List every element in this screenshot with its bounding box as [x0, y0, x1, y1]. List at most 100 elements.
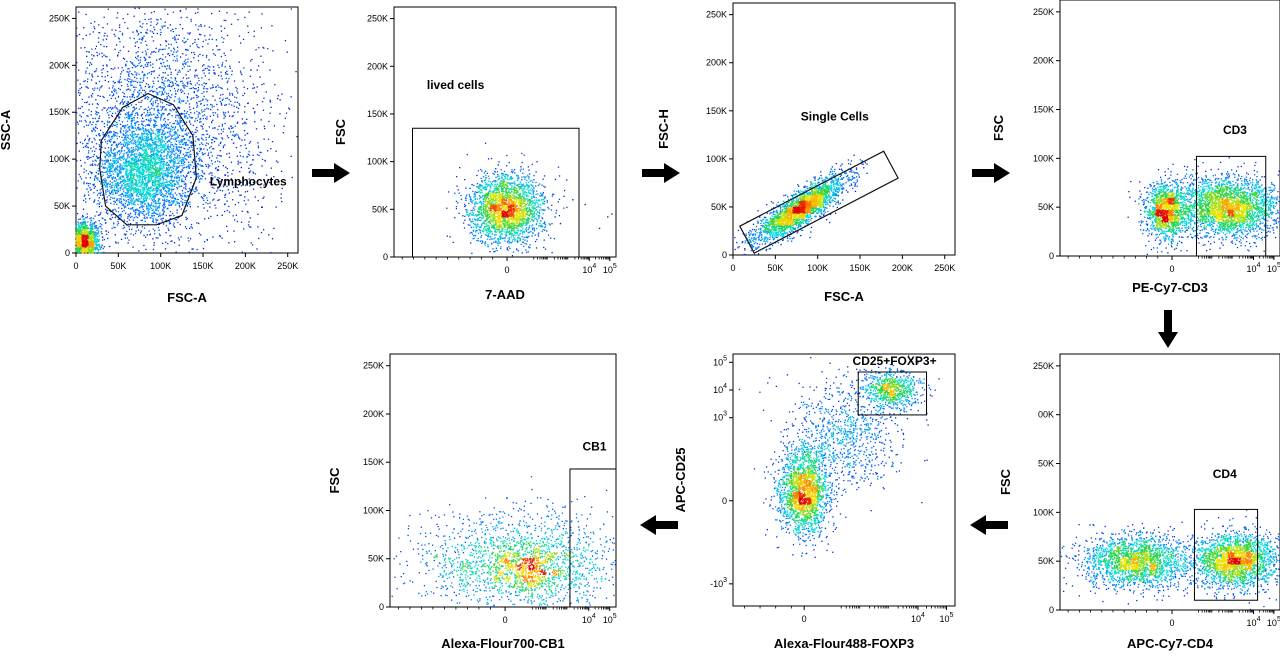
event-dot	[243, 228, 244, 229]
event-dot	[212, 39, 213, 40]
event-dot	[78, 180, 79, 181]
event-dot	[171, 81, 172, 82]
event-dot	[180, 141, 181, 142]
event-dot	[229, 104, 230, 105]
event-dot	[248, 168, 249, 169]
event-dot	[169, 194, 170, 195]
event-dot	[78, 132, 79, 133]
event-dot	[124, 142, 125, 143]
event-dot	[172, 38, 173, 39]
event-dot	[189, 164, 190, 165]
event-dot	[205, 39, 206, 40]
event-dot	[125, 186, 126, 187]
event-dot	[261, 165, 262, 166]
event-dot	[101, 69, 102, 70]
event-dot	[184, 164, 185, 165]
event-dot	[128, 226, 129, 227]
event-dot	[153, 219, 154, 220]
event-dot	[256, 248, 257, 249]
event-dot	[141, 142, 142, 143]
event-dot	[174, 242, 175, 243]
event-dot	[145, 180, 146, 181]
event-dot	[121, 71, 122, 72]
event-dot	[195, 24, 196, 25]
event-dot	[108, 171, 109, 172]
event-dot	[167, 200, 168, 201]
event-dot	[280, 99, 281, 100]
event-dot	[175, 79, 176, 80]
event-dot	[113, 131, 114, 132]
event-dot	[226, 12, 227, 13]
event-dot	[209, 39, 210, 40]
event-dot	[169, 84, 170, 85]
event-dot	[121, 208, 122, 209]
event-dot	[139, 179, 140, 180]
event-dot	[146, 83, 147, 84]
event-dot	[212, 155, 213, 156]
event-dot	[136, 108, 137, 109]
event-dot	[90, 165, 91, 166]
event-dot	[173, 224, 174, 225]
event-dot	[94, 215, 95, 216]
event-dot	[161, 136, 162, 137]
event-dot	[98, 118, 99, 119]
event-dot	[142, 52, 143, 53]
event-dot	[131, 142, 132, 143]
event-dot	[178, 237, 179, 238]
event-dot	[126, 231, 127, 232]
event-dot	[190, 238, 191, 239]
event-dot	[189, 88, 190, 89]
event-dot	[122, 126, 123, 127]
event-dot	[111, 168, 112, 169]
event-dot	[120, 214, 121, 215]
event-dot	[173, 123, 174, 124]
event-dot	[162, 199, 163, 200]
event-dot	[138, 250, 139, 251]
event-dot	[138, 210, 139, 211]
event-dot	[149, 57, 150, 58]
event-dot	[107, 124, 108, 125]
event-dot	[187, 206, 188, 207]
event-dot	[149, 198, 150, 199]
event-dot	[185, 186, 186, 187]
event-dot	[197, 105, 198, 106]
event-dot	[176, 137, 177, 138]
event-dot	[125, 238, 126, 239]
event-dot	[160, 29, 161, 30]
event-dot	[254, 31, 255, 32]
event-dot	[118, 195, 119, 196]
event-dot	[102, 96, 103, 97]
event-dot	[161, 139, 162, 140]
event-dot	[175, 96, 176, 97]
event-dot	[84, 162, 85, 163]
event-dot	[163, 94, 164, 95]
event-dot	[167, 174, 168, 175]
event-dot	[226, 153, 227, 154]
event-dot	[143, 196, 144, 197]
event-dot	[218, 133, 219, 134]
event-dot	[137, 204, 138, 205]
event-dot	[116, 122, 117, 123]
event-dot	[213, 87, 214, 88]
event-dot	[103, 182, 104, 183]
event-dot	[188, 240, 189, 241]
event-dot	[120, 165, 121, 166]
event-dot	[147, 110, 148, 111]
event-dot	[187, 81, 188, 82]
event-dot	[123, 155, 124, 156]
event-dot	[95, 248, 96, 249]
event-dot	[173, 138, 174, 139]
event-dot	[201, 109, 202, 110]
event-dot	[216, 90, 217, 91]
event-dot	[179, 147, 180, 148]
event-dot	[77, 213, 78, 214]
event-dot	[111, 163, 112, 164]
event-dot	[132, 128, 133, 129]
event-dot	[159, 49, 160, 50]
event-dot	[153, 33, 154, 34]
event-dot	[138, 93, 139, 94]
event-dot	[218, 166, 219, 167]
event-dot	[164, 124, 165, 125]
event-dot	[227, 135, 228, 136]
event-dot	[118, 211, 119, 212]
